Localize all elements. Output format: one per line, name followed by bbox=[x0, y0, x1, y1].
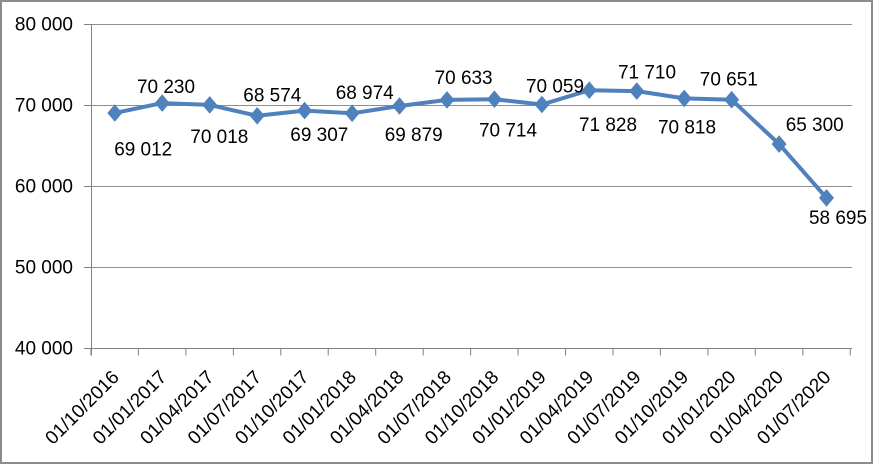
svg-text:70 018: 70 018 bbox=[190, 127, 248, 148]
svg-text:69 307: 69 307 bbox=[290, 125, 348, 146]
svg-text:80 000: 80 000 bbox=[15, 15, 73, 36]
svg-text:58 695: 58 695 bbox=[809, 208, 867, 229]
svg-text:65 300: 65 300 bbox=[786, 115, 844, 136]
svg-text:70 818: 70 818 bbox=[658, 118, 716, 139]
svg-text:68 974: 68 974 bbox=[336, 83, 394, 104]
svg-text:70 714: 70 714 bbox=[479, 121, 537, 142]
svg-text:70 651: 70 651 bbox=[700, 70, 758, 91]
svg-text:50 000: 50 000 bbox=[15, 258, 73, 279]
svg-text:69 012: 69 012 bbox=[114, 140, 172, 161]
svg-text:70 000: 70 000 bbox=[15, 96, 73, 117]
svg-text:60 000: 60 000 bbox=[15, 177, 73, 198]
svg-text:70 230: 70 230 bbox=[137, 77, 195, 98]
svg-text:69 879: 69 879 bbox=[385, 125, 443, 146]
svg-text:70 633: 70 633 bbox=[435, 68, 493, 89]
svg-text:68 574: 68 574 bbox=[243, 85, 301, 106]
svg-text:71 828: 71 828 bbox=[579, 115, 637, 136]
svg-text:71 710: 71 710 bbox=[618, 63, 676, 84]
svg-text:70 059: 70 059 bbox=[526, 76, 584, 97]
svg-text:40 000: 40 000 bbox=[15, 339, 73, 360]
